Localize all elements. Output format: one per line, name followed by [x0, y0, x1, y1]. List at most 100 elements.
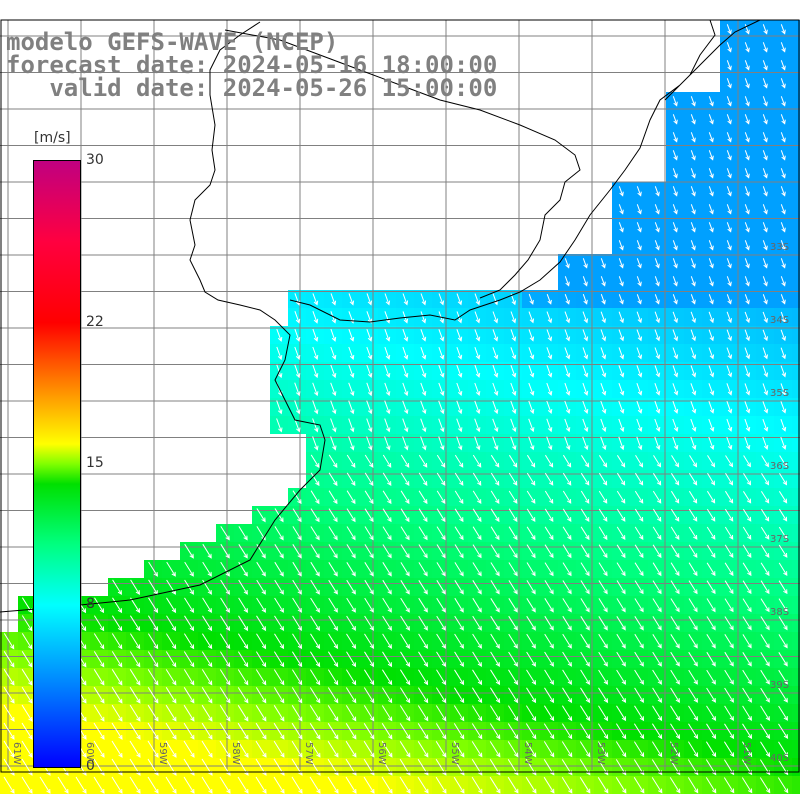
wind-arrow [544, 490, 554, 504]
wind-arrow [724, 562, 734, 577]
wind-arrow [706, 705, 717, 721]
wind-arrow [580, 651, 590, 667]
wind-arrow [618, 240, 624, 251]
wind-arrow [562, 598, 572, 613]
wind-arrow [402, 364, 409, 378]
wind-arrow [435, 723, 447, 740]
wind-arrow [490, 598, 500, 613]
wind-arrow [364, 651, 375, 668]
wind-arrow [238, 544, 248, 559]
wind-arrow [671, 455, 680, 468]
wind-arrow [598, 472, 608, 486]
wind-arrow [724, 580, 734, 595]
wind-arrow [762, 436, 769, 450]
wind-arrow [635, 455, 644, 468]
wind-arrow [582, 400, 589, 414]
wind-arrow [618, 365, 625, 378]
wind-arrow [436, 526, 446, 541]
wind-arrow [688, 526, 698, 540]
wind-arrow [598, 562, 608, 577]
wind-arrow [546, 418, 553, 433]
wind-arrow [652, 508, 662, 522]
wind-arrow [330, 436, 337, 451]
wind-arrow [294, 311, 301, 324]
wind-arrow [652, 616, 662, 631]
wind-arrow [436, 669, 447, 686]
wind-arrow [708, 365, 715, 378]
wind-arrow [366, 329, 373, 342]
wind-arrow [708, 383, 715, 396]
wind-speed-cell [792, 578, 800, 596]
wind-arrow [616, 508, 626, 522]
wind-arrow [366, 364, 373, 378]
wind-arrow [474, 364, 481, 378]
wind-arrow [725, 455, 734, 468]
wind-arrow [672, 150, 678, 161]
wind-arrow [291, 776, 303, 794]
wind-arrow [346, 490, 356, 505]
wind-arrow [707, 455, 716, 468]
wind-arrow [399, 705, 411, 722]
wind-arrow [670, 580, 680, 595]
wind-arrow [492, 364, 499, 378]
wind-arrow [743, 473, 752, 486]
wind-arrow [348, 436, 355, 451]
wind-arrow [474, 329, 481, 342]
wind-arrow [346, 454, 356, 468]
wind-arrow [580, 687, 591, 704]
wind-arrow [760, 491, 770, 504]
wind-arrow [489, 776, 501, 794]
wind-arrow [562, 633, 572, 649]
wind-arrow [453, 705, 465, 722]
latitude-label: 37S [770, 534, 790, 545]
wind-arrow [472, 508, 482, 523]
wind-arrow [598, 580, 608, 595]
wind-arrow [456, 293, 463, 306]
wind-arrow [472, 633, 482, 649]
wind-arrow [654, 240, 660, 251]
wind-arrow [634, 651, 644, 667]
wind-arrow [219, 776, 231, 794]
wind-arrow [346, 597, 356, 613]
wind-arrow [345, 740, 357, 758]
wind-arrow [402, 346, 409, 360]
wind-arrow [129, 633, 141, 650]
wind-arrow [743, 455, 751, 468]
wind-arrow [436, 597, 446, 613]
wind-arrow [292, 508, 302, 523]
wind-arrow [526, 598, 536, 613]
wind-arrow [636, 276, 642, 287]
wind-arrow [454, 454, 464, 468]
wind-arrow [779, 455, 787, 468]
wind-arrow [762, 60, 768, 71]
wind-arrow [418, 508, 428, 523]
wind-arrow [382, 472, 392, 486]
wind-arrow [111, 669, 123, 686]
wind-arrow [292, 633, 303, 650]
wind-arrow [525, 741, 537, 758]
wind-speed-cell [792, 560, 800, 578]
wind-arrow [436, 454, 446, 468]
wind-arrow [21, 740, 33, 758]
wind-arrow [618, 311, 624, 324]
wind-arrow [201, 669, 213, 686]
wind-arrow [778, 652, 788, 667]
wind-arrow [687, 741, 699, 758]
wind-arrow [726, 365, 733, 378]
wind-arrow [762, 168, 768, 179]
wind-arrow [780, 383, 787, 396]
wind-arrow [760, 741, 771, 758]
wind-arrow [564, 258, 570, 269]
wind-arrow [492, 418, 499, 433]
wind-arrow [3, 740, 15, 758]
wind-arrow [726, 329, 732, 342]
wind-arrow [652, 705, 663, 722]
wind-arrow [399, 776, 411, 794]
wind-arrow [456, 382, 463, 396]
wind-arrow [762, 186, 768, 197]
wind-arrow [472, 669, 483, 686]
wind-arrow [544, 526, 554, 541]
colorbar [33, 160, 81, 768]
wind-arrow [219, 651, 231, 668]
wind-speed-cell [792, 326, 800, 344]
